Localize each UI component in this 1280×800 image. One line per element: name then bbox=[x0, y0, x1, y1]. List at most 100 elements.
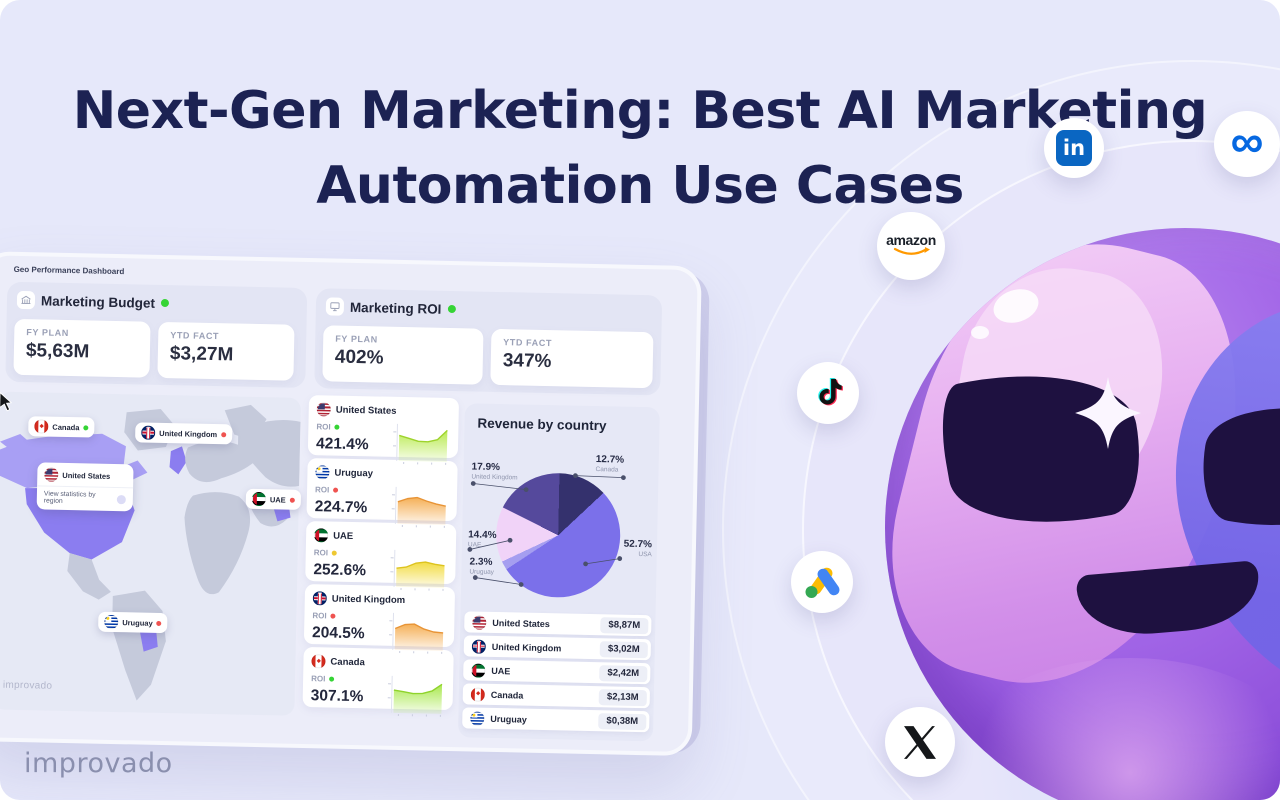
marketing-roi-card: Marketing ROI FY PLAN 402% YTD FACT 347% bbox=[314, 288, 663, 396]
geo-performance-dashboard: Geo Performance Dashboard Marketing Budg… bbox=[0, 251, 702, 757]
tiktok-badge[interactable] bbox=[797, 362, 859, 424]
table-row-uruguay: Uruguay $0,38M bbox=[462, 707, 650, 733]
roi-fy-plan-stat: FY PLAN 402% bbox=[322, 325, 484, 385]
canada-flag-icon bbox=[311, 654, 326, 669]
roi-ytd-fact-stat: YTD FACT 347% bbox=[490, 328, 654, 389]
roi-value: 421.4% bbox=[315, 435, 369, 454]
stat-label: YTD FACT bbox=[170, 330, 220, 342]
meta-icon: ∞ bbox=[1230, 115, 1264, 167]
uae-flag-icon bbox=[251, 491, 267, 507]
roi-trend-chart bbox=[393, 423, 448, 465]
uruguay-flag-icon bbox=[315, 465, 330, 480]
page-title-line2: Automation Use Cases bbox=[316, 156, 964, 217]
monitor-icon bbox=[325, 297, 345, 316]
uk-flag-icon bbox=[471, 639, 486, 654]
stat-value: 347% bbox=[502, 350, 552, 373]
stat-label: FY PLAN bbox=[335, 333, 378, 345]
stat-value: 402% bbox=[334, 346, 384, 369]
status-dot-green bbox=[447, 304, 456, 314]
roi-card-title: Marketing ROI bbox=[349, 299, 442, 317]
map-pin-uae[interactable]: UAE bbox=[245, 488, 301, 510]
uae-flag-icon bbox=[313, 528, 329, 543]
roi-list-item-united-kingdom: United Kingdom ROI 204.5% bbox=[303, 584, 456, 654]
page-title-line1: Next-Gen Marketing: Best AI Marketing bbox=[72, 81, 1208, 141]
roi-value: 307.1% bbox=[310, 687, 364, 706]
dashboard-watermark: improvado bbox=[2, 679, 53, 692]
tooltip-action-label: View statistics by region bbox=[43, 490, 96, 505]
roi-trend-chart bbox=[389, 612, 444, 654]
uae-flag-icon bbox=[471, 663, 486, 678]
bank-icon bbox=[16, 290, 36, 310]
pie-label-usa: 52.7% USA bbox=[623, 538, 653, 558]
roi-list-item-uruguay: Uruguay ROI 224.7% bbox=[306, 458, 458, 528]
roi-value: 224.7% bbox=[314, 498, 368, 517]
roi-trend-chart bbox=[390, 549, 445, 591]
revenue-value: $2,13M bbox=[598, 688, 647, 706]
status-dot-yellow bbox=[331, 550, 338, 556]
status-dot-red bbox=[289, 497, 295, 503]
table-row-united-states: United States $8,87M bbox=[464, 611, 652, 637]
linkedin-icon: in bbox=[1056, 130, 1092, 166]
pin-label: Canada bbox=[52, 422, 80, 432]
mouse-cursor-icon bbox=[0, 391, 13, 412]
mascot-bottom-glow bbox=[945, 658, 1280, 800]
revenue-value: $0,38M bbox=[598, 712, 647, 730]
roi-trend-chart bbox=[391, 486, 446, 528]
pin-label: United Kingdom bbox=[159, 428, 218, 439]
status-dot-red bbox=[330, 613, 336, 619]
canada-flag-icon bbox=[470, 686, 485, 702]
meta-badge[interactable]: ∞ bbox=[1214, 111, 1280, 177]
chevron-circle-icon bbox=[117, 494, 126, 504]
budget-card-title: Marketing Budget bbox=[40, 292, 156, 311]
us-flag-icon bbox=[44, 467, 59, 482]
map-pin-uruguay[interactable]: Uruguay bbox=[98, 611, 168, 634]
world-map: Canada United Kingdom UAE Uruguay bbox=[0, 391, 301, 716]
roi-value: 204.5% bbox=[311, 624, 365, 643]
linkedin-badge[interactable]: in bbox=[1044, 118, 1104, 178]
country-name: United States bbox=[335, 404, 397, 417]
revenue-title: Revenue by country bbox=[477, 415, 607, 434]
pie-label-united-kingdom: 17.9% United Kingdom bbox=[471, 461, 518, 481]
view-statistics-button[interactable]: View statistics by region bbox=[37, 486, 133, 511]
us-flag-icon bbox=[472, 615, 487, 630]
map-pin-canada[interactable]: Canada bbox=[28, 416, 95, 438]
country-name: Canada bbox=[330, 656, 365, 668]
dashboard-title: Geo Performance Dashboard bbox=[13, 264, 125, 277]
roi-label: ROI bbox=[314, 485, 330, 495]
pin-label: UAE bbox=[269, 494, 286, 505]
x-icon bbox=[904, 725, 936, 759]
stat-label: YTD FACT bbox=[503, 337, 553, 349]
amazon-smile-icon bbox=[893, 247, 930, 255]
table-row-canada: Canada $2,13M bbox=[462, 683, 651, 709]
uk-flag-icon bbox=[141, 425, 156, 440]
uruguay-flag-icon bbox=[470, 710, 485, 726]
stat-value: $5,63M bbox=[25, 340, 90, 363]
pie-callout-lines bbox=[467, 473, 626, 587]
table-row-united-kingdom: United Kingdom $3,02M bbox=[463, 635, 652, 661]
google-ads-badge[interactable] bbox=[791, 551, 853, 613]
pie-label-uae: 14.4% UAE bbox=[467, 529, 497, 549]
status-dot-red bbox=[221, 431, 227, 437]
roi-list-item-united-states: United States ROI 421.4% bbox=[307, 395, 460, 465]
improvado-logo: improvado bbox=[24, 748, 173, 779]
sparkle-icon bbox=[1075, 377, 1141, 449]
country-roi-list: United States ROI 421.4% Uru bbox=[302, 395, 460, 717]
map-pin-united-kingdom[interactable]: United Kingdom bbox=[135, 422, 233, 445]
stat-label: FY PLAN bbox=[26, 327, 69, 338]
x-badge[interactable] bbox=[885, 707, 955, 777]
amazon-logo-text: amazon bbox=[886, 232, 936, 248]
revenue-value: $2,42M bbox=[599, 664, 648, 682]
country-name: United Kingdom bbox=[331, 593, 406, 606]
amazon-badge[interactable]: amazon bbox=[877, 212, 945, 280]
pie-label-canada: 12.7% Canada bbox=[595, 454, 625, 474]
revenue-value: $3,02M bbox=[599, 640, 648, 658]
mascot-shine-small-icon bbox=[971, 326, 989, 339]
pin-label: Uruguay bbox=[122, 617, 153, 628]
uruguay-flag-icon bbox=[104, 614, 119, 630]
tiktok-icon bbox=[818, 378, 843, 406]
roi-label: ROI bbox=[311, 674, 326, 684]
us-map-tooltip: United States View statistics by region bbox=[36, 462, 134, 512]
us-flag-icon bbox=[316, 402, 331, 417]
roi-trend-chart bbox=[387, 675, 443, 717]
status-dot-green bbox=[334, 424, 340, 430]
